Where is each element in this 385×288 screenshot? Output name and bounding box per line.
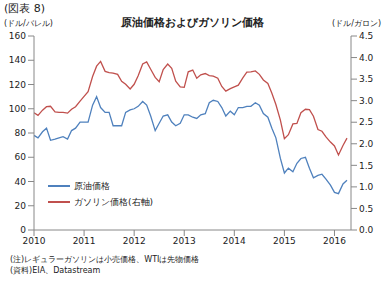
svg-text:3.5: 3.5 xyxy=(359,74,373,84)
svg-text:2012: 2012 xyxy=(123,236,146,246)
svg-text:4.5: 4.5 xyxy=(359,31,373,41)
html-text:(資料)EIA、Datastream: (資料)EIA、Datastream xyxy=(10,266,101,275)
html-text:(注)レギュラーガソリンは小売価格、WTIは先物価格: (注)レギュラーガソリンは小売価格、WTIは先物価格 xyxy=(10,255,200,264)
svg-text:2015: 2015 xyxy=(273,236,296,246)
svg-text:2010: 2010 xyxy=(23,236,46,246)
svg-text:140: 140 xyxy=(9,55,26,65)
svg-text:20: 20 xyxy=(15,201,27,211)
svg-text:2.5: 2.5 xyxy=(359,117,373,127)
html-text:ガソリン価格(右軸): ガソリン価格(右軸) xyxy=(74,197,153,207)
svg-text:100: 100 xyxy=(9,104,26,114)
svg-text:2013: 2013 xyxy=(173,236,196,246)
svg-text:2016: 2016 xyxy=(323,236,346,246)
svg-text:1.5: 1.5 xyxy=(359,161,373,171)
svg-text:1.0: 1.0 xyxy=(359,182,374,192)
html-text:(ドル/バレル): (ドル/バレル) xyxy=(4,19,53,28)
svg-text:2014: 2014 xyxy=(223,236,246,246)
svg-text:160: 160 xyxy=(9,31,26,41)
svg-text:0.5: 0.5 xyxy=(359,204,373,214)
svg-text:2.0: 2.0 xyxy=(359,139,374,149)
html-text:原油価格およびガソリン価格: 原油価格およびガソリン価格 xyxy=(121,16,264,29)
svg-text:120: 120 xyxy=(9,80,26,90)
svg-text:3.0: 3.0 xyxy=(359,96,374,106)
svg-text:0: 0 xyxy=(20,225,26,235)
svg-text:0.0: 0.0 xyxy=(359,225,374,235)
svg-text:2011: 2011 xyxy=(73,236,96,246)
html-text:(図表 8): (図表 8) xyxy=(4,2,46,15)
html-text:原油価格: 原油価格 xyxy=(74,181,110,191)
svg-text:40: 40 xyxy=(15,177,27,187)
svg-text:80: 80 xyxy=(15,128,27,138)
svg-text:60: 60 xyxy=(15,152,27,162)
svg-text:4.0: 4.0 xyxy=(359,53,374,63)
html-text:(ドル/ガロン): (ドル/ガロン) xyxy=(332,19,381,28)
